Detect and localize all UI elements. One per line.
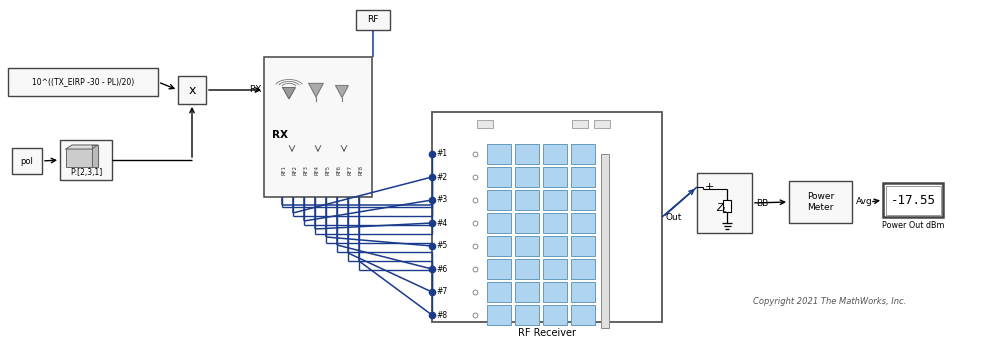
Text: BB: BB	[755, 198, 767, 208]
Text: RF8: RF8	[358, 165, 363, 175]
Bar	[486, 190, 511, 210]
Text: #8: #8	[435, 311, 446, 319]
Polygon shape	[308, 83, 323, 97]
Text: Avg: Avg	[855, 197, 872, 207]
Text: #4: #4	[435, 218, 446, 227]
Text: #3: #3	[435, 195, 446, 204]
Bar	[486, 144, 511, 164]
Bar	[486, 305, 511, 325]
Bar	[515, 144, 539, 164]
Bar	[515, 259, 539, 279]
Text: x: x	[188, 83, 196, 97]
Bar	[515, 236, 539, 256]
Bar	[515, 282, 539, 302]
Bar	[543, 190, 567, 210]
Text: +: +	[704, 182, 713, 192]
Text: #5: #5	[435, 241, 446, 250]
Text: RF Receiver: RF Receiver	[518, 328, 576, 338]
Text: $Z_L$: $Z_L$	[716, 201, 728, 215]
Text: RF4: RF4	[314, 165, 319, 175]
Text: Out: Out	[665, 213, 682, 221]
Bar	[571, 282, 594, 302]
Bar	[572, 120, 587, 128]
Text: RF3: RF3	[303, 165, 308, 175]
Text: RF: RF	[367, 16, 379, 24]
Text: #7: #7	[435, 288, 446, 296]
Bar	[788, 181, 851, 223]
Bar	[476, 120, 492, 128]
Text: RF2: RF2	[292, 165, 297, 175]
Bar	[356, 10, 390, 30]
Bar	[8, 68, 158, 96]
Bar	[723, 200, 731, 212]
Bar	[571, 305, 594, 325]
Text: #6: #6	[435, 265, 446, 273]
Bar	[571, 144, 594, 164]
Polygon shape	[66, 145, 97, 149]
Bar	[515, 167, 539, 187]
Bar	[543, 167, 567, 187]
Bar	[486, 167, 511, 187]
Polygon shape	[91, 145, 97, 167]
Bar	[486, 236, 511, 256]
Text: RF7: RF7	[347, 165, 352, 175]
Text: P:[2,3,1]: P:[2,3,1]	[70, 169, 102, 177]
Bar	[431, 112, 661, 322]
Text: 10^((TX_EIRP -30 - PL)/20): 10^((TX_EIRP -30 - PL)/20)	[32, 77, 134, 87]
Bar	[600, 154, 608, 328]
Bar	[593, 120, 609, 128]
Bar	[515, 190, 539, 210]
Bar	[543, 259, 567, 279]
Text: RF6: RF6	[336, 165, 341, 175]
Polygon shape	[335, 86, 348, 97]
Bar	[543, 282, 567, 302]
Bar	[571, 213, 594, 233]
Bar	[60, 140, 112, 180]
Bar	[515, 305, 539, 325]
Bar	[571, 259, 594, 279]
Text: #1: #1	[435, 149, 446, 159]
Text: Power
Meter: Power Meter	[806, 192, 833, 212]
Text: pol: pol	[21, 156, 34, 166]
Text: RF1: RF1	[281, 165, 286, 175]
Bar	[543, 213, 567, 233]
Bar	[178, 76, 206, 104]
Bar	[882, 183, 942, 217]
Text: RF5: RF5	[325, 165, 330, 175]
Bar	[571, 236, 594, 256]
Text: #2: #2	[435, 172, 446, 182]
Bar	[543, 236, 567, 256]
Text: RX: RX	[271, 130, 287, 140]
Text: Power Out dBm: Power Out dBm	[881, 221, 943, 231]
Bar	[263, 57, 372, 197]
Bar	[66, 149, 91, 167]
Bar	[486, 213, 511, 233]
Bar	[571, 167, 594, 187]
Bar	[543, 305, 567, 325]
Bar	[885, 186, 939, 215]
Text: -17.55: -17.55	[890, 193, 934, 207]
Bar	[12, 148, 42, 174]
Bar	[486, 282, 511, 302]
Bar	[697, 173, 751, 233]
Bar	[543, 144, 567, 164]
Text: RX: RX	[249, 84, 261, 94]
Bar	[571, 190, 594, 210]
Polygon shape	[282, 88, 295, 99]
Bar	[515, 213, 539, 233]
Text: Copyright 2021 The MathWorks, Inc.: Copyright 2021 The MathWorks, Inc.	[752, 297, 906, 307]
Bar	[486, 259, 511, 279]
